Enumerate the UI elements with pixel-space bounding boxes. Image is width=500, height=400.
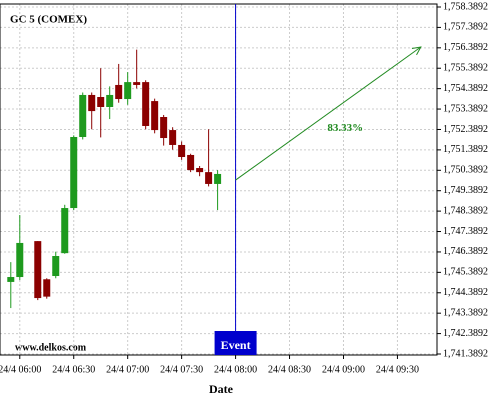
candle-body <box>178 144 186 158</box>
candle-body <box>16 242 24 278</box>
x-tick-label: 24/4 09:30 <box>376 364 419 375</box>
y-tick-label: 1,750.3892 <box>443 165 488 176</box>
candle-body <box>151 101 159 131</box>
y-tick-label: 1,754.3892 <box>443 83 488 94</box>
x-tick-label: 24/4 06:00 <box>0 364 41 375</box>
candle-body <box>70 137 78 209</box>
x-tick-label: 24/4 07:30 <box>160 364 203 375</box>
candle-body <box>124 82 132 100</box>
y-tick-label: 1,745.3892 <box>443 267 488 278</box>
candle-body <box>34 241 42 299</box>
candle-body <box>88 94 96 112</box>
y-tick-label: 1,755.3892 <box>443 63 488 74</box>
candle-body <box>133 82 141 85</box>
y-tick-label: 1,744.3892 <box>443 287 488 298</box>
candle-body <box>106 94 114 108</box>
event-label: Event <box>221 338 251 352</box>
candle-body <box>61 208 69 254</box>
candle-body <box>187 154 195 171</box>
y-tick-label: 1,742.3892 <box>443 328 488 339</box>
y-tick-label: 1,751.3892 <box>443 144 488 155</box>
arrow-label: 83.33% <box>327 122 363 134</box>
x-tick-label: 24/4 07:00 <box>106 364 149 375</box>
chart-title: GC 5 (COMEX) <box>10 14 87 26</box>
candle-body <box>52 256 60 277</box>
x-tick-label: 24/4 08:30 <box>268 364 311 375</box>
event-box <box>214 331 257 355</box>
y-tick-label: 1,753.3892 <box>443 103 488 114</box>
y-tick-label: 1,743.3892 <box>443 307 488 318</box>
candle-body <box>160 117 168 139</box>
candle-body <box>43 279 51 297</box>
candle-body <box>79 94 87 138</box>
x-tick-label: 24/4 09:00 <box>322 364 365 375</box>
x-tick-label: 24/4 08:00 <box>214 364 257 375</box>
candle-body <box>142 82 150 126</box>
y-tick-label: 1,756.3892 <box>443 42 488 53</box>
y-tick-label: 1,748.3892 <box>443 205 488 216</box>
y-tick-label: 1,741.3892 <box>443 348 488 359</box>
watermark: www.delkos.com <box>15 342 87 353</box>
y-tick-label: 1,758.3892 <box>443 1 488 12</box>
x-tick-label: 24/4 06:30 <box>52 364 95 375</box>
arrow-head <box>411 46 422 56</box>
y-tick-label: 1,746.3892 <box>443 246 488 257</box>
candle-body <box>97 96 105 108</box>
x-axis-title: Date <box>209 382 234 396</box>
candle-body <box>205 172 213 184</box>
candle-body <box>196 168 204 173</box>
y-tick-label: 1,747.3892 <box>443 226 488 237</box>
candle-body <box>115 84 123 100</box>
y-tick-label: 1,757.3892 <box>443 22 488 33</box>
y-tick-label: 1,749.3892 <box>443 185 488 196</box>
candle-body <box>169 130 177 145</box>
y-tick-label: 1,752.3892 <box>443 124 488 135</box>
arrow-line <box>235 46 422 181</box>
candle-body <box>214 173 222 184</box>
candle-body <box>7 277 15 282</box>
